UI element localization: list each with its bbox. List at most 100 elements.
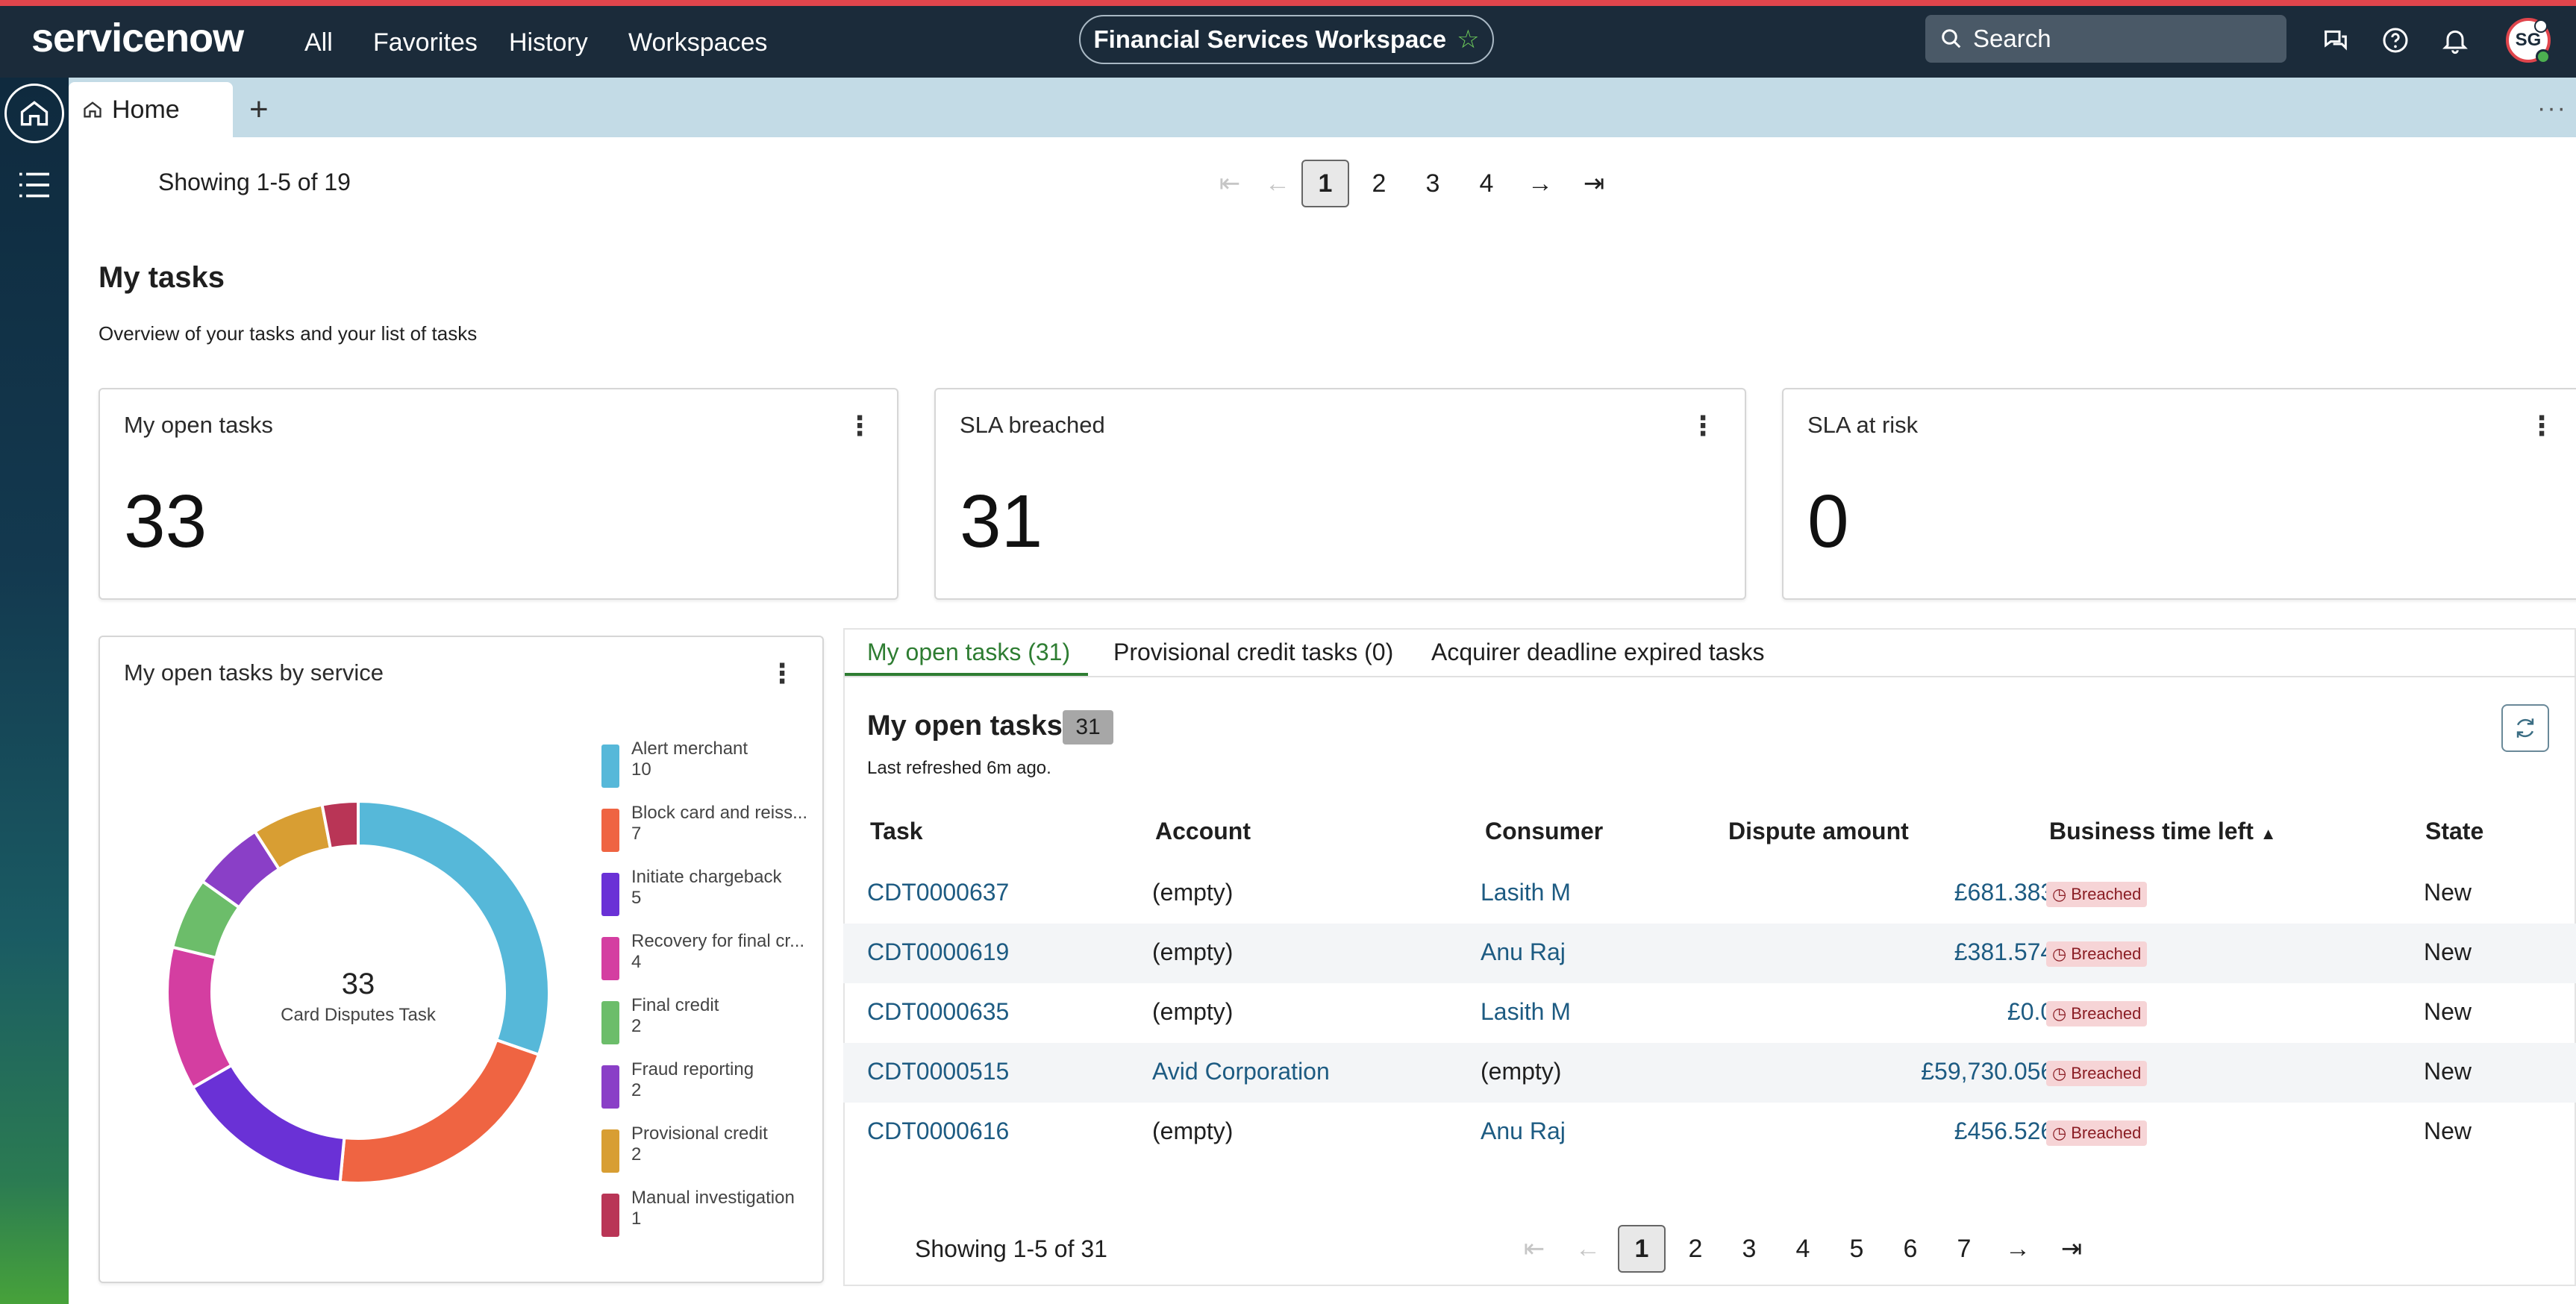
page-1[interactable]: 1 <box>1618 1225 1666 1273</box>
legend-item[interactable]: Initiate chargeback 5 <box>601 867 807 931</box>
nav-workspaces[interactable]: Workspaces <box>628 28 768 57</box>
column-state[interactable]: State <box>2425 818 2484 844</box>
next-page-icon[interactable]: → <box>1528 169 1553 198</box>
task-link[interactable]: CDT0000515 <box>867 1058 1010 1085</box>
card-kebab-icon[interactable]: ⋮ <box>846 410 873 441</box>
legend-item[interactable]: Block card and reiss... 7 <box>601 803 807 867</box>
refresh-icon <box>2516 718 2534 738</box>
page-2[interactable]: 2 <box>1372 169 1387 198</box>
task-link[interactable]: CDT0000616 <box>867 1118 1010 1144</box>
account-link[interactable]: Avid Corporation <box>1152 1058 1330 1085</box>
card-title: SLA at risk <box>1807 412 1919 438</box>
state-cell: New <box>2424 1118 2472 1144</box>
page-2[interactable]: 2 <box>1688 1234 1703 1263</box>
nav-all[interactable]: All <box>304 28 333 57</box>
tab-acquirer-deadline[interactable]: Acquirer deadline expired tasks <box>1431 639 1765 665</box>
page-7[interactable]: 7 <box>1957 1234 1972 1263</box>
table-row[interactable]: CDT0000515 Avid Corporation (empty) £59,… <box>843 1043 2576 1103</box>
tab-my-open-tasks[interactable]: My open tasks (31) <box>867 639 1071 665</box>
page-4[interactable]: 4 <box>1479 169 1494 198</box>
servicenow-logo[interactable]: servicenow <box>31 16 244 60</box>
card-value: 0 <box>1807 480 1849 563</box>
global-search-input[interactable]: Search <box>1925 15 2286 63</box>
consumer-link[interactable]: Lasith M <box>1481 998 1571 1025</box>
refresh-button[interactable] <box>2501 704 2549 752</box>
next-page-icon[interactable]: → <box>2005 1234 2031 1263</box>
top-pagination: ⇤ ← 1 2 3 4 → ⇥ <box>1206 160 1618 207</box>
donut-center-value: 33 <box>342 968 375 1000</box>
donut-slice[interactable] <box>357 799 551 1057</box>
chat-icon[interactable] <box>2321 25 2351 55</box>
nav-history[interactable]: History <box>509 28 588 57</box>
page-4[interactable]: 4 <box>1795 1234 1810 1263</box>
legend-item[interactable]: Final credit 2 <box>601 995 807 1059</box>
card-kebab-icon[interactable]: ⋮ <box>2528 410 2555 441</box>
task-link[interactable]: CDT0000619 <box>867 938 1010 965</box>
consumer-link[interactable]: Lasith M <box>1481 879 1571 906</box>
star-icon[interactable]: ☆ <box>1457 25 1480 54</box>
workspace-selector[interactable]: Financial Services Workspace ☆ <box>1079 15 1494 64</box>
clock-icon: ◷ <box>2052 1064 2067 1082</box>
column-business-time-left[interactable]: Business time left ▲ <box>2049 818 2277 845</box>
card-kebab-icon[interactable]: ⋮ <box>769 658 795 689</box>
sort-ascending-icon: ▲ <box>2260 824 2277 843</box>
list-menu-icon[interactable] <box>18 170 51 200</box>
legend-item[interactable]: Manual investigation 1 <box>601 1188 807 1252</box>
workspace-name: Financial Services Workspace <box>1093 25 1447 53</box>
page-3[interactable]: 3 <box>1425 169 1440 198</box>
table-row[interactable]: CDT0000616 (empty) Anu Raj £456.5268 ◷ Br… <box>843 1103 2576 1162</box>
first-page-icon[interactable]: ⇤ <box>1219 169 1241 198</box>
nav-favorites[interactable]: Favorites <box>373 28 478 57</box>
tab-home[interactable]: Home <box>69 82 233 137</box>
legend-item[interactable]: Alert merchant 10 <box>601 739 807 803</box>
more-options-icon[interactable]: ··· <box>2537 94 2567 122</box>
table-row[interactable]: CDT0000619 (empty) Anu Raj £381.5746 ◷ Br… <box>843 924 2576 983</box>
donut-slice[interactable] <box>166 945 234 1090</box>
donut-slice[interactable] <box>320 799 360 850</box>
column-account[interactable]: Account <box>1155 818 1251 844</box>
table-row[interactable]: CDT0000637 (empty) Lasith M £681.3833 ◷ B… <box>843 864 2576 924</box>
column-task[interactable]: Task <box>870 818 923 844</box>
table-row[interactable]: CDT0000635 (empty) Lasith M £0.00 ◷ Breac… <box>843 983 2576 1043</box>
legend-item[interactable]: Provisional credit 2 <box>601 1123 807 1188</box>
bottom-pagination: ⇤ ← 1 2 3 4 5 6 7 → ⇥ <box>1510 1225 2095 1273</box>
consumer-link[interactable]: Anu Raj <box>1481 938 1566 965</box>
first-page-icon[interactable]: ⇤ <box>1523 1235 1545 1263</box>
card-sla-at-risk[interactable]: SLA at risk ⋮ 0 <box>1782 388 2576 600</box>
rail-home-button[interactable] <box>4 84 64 143</box>
donut-chart[interactable]: 33 Card Disputes Task <box>164 798 552 1186</box>
page-5[interactable]: 5 <box>1849 1234 1864 1263</box>
prev-page-icon[interactable]: ← <box>1575 1234 1601 1263</box>
last-page-icon[interactable]: ⇥ <box>1583 169 1605 198</box>
task-link[interactable]: CDT0000635 <box>867 998 1010 1025</box>
page-3[interactable]: 3 <box>1742 1234 1757 1263</box>
column-dispute-amount[interactable]: Dispute amount <box>1728 818 1909 844</box>
notification-bell-icon[interactable] <box>2440 25 2470 55</box>
card-title: SLA breached <box>960 412 1105 438</box>
page-1[interactable]: 1 <box>1301 160 1349 207</box>
consumer-link[interactable]: Anu Raj <box>1481 1118 1566 1144</box>
prev-page-icon[interactable]: ← <box>1265 169 1290 198</box>
tab-provisional-credit[interactable]: Provisional credit tasks (0) <box>1113 639 1394 665</box>
add-tab-button[interactable]: + <box>249 91 269 128</box>
tabs-divider <box>843 676 2576 677</box>
legend-item[interactable]: Recovery for final cr... 4 <box>601 931 807 995</box>
card-kebab-icon[interactable]: ⋮ <box>1689 410 1716 441</box>
card-my-open-tasks[interactable]: My open tasks ⋮ 33 <box>99 388 898 600</box>
task-link[interactable]: CDT0000637 <box>867 879 1010 906</box>
badge-text: Breached <box>2071 1064 2142 1082</box>
last-page-icon[interactable]: ⇥ <box>2060 1235 2083 1263</box>
avatar-badge <box>2534 19 2548 33</box>
legend-label: Initiate chargeback <box>631 867 782 887</box>
card-sla-breached[interactable]: SLA breached ⋮ 31 <box>934 388 1746 600</box>
legend-value: 10 <box>631 759 651 780</box>
amount-link[interactable]: £59,730.0565 <box>1921 1058 2067 1085</box>
legend-value: 2 <box>631 1144 642 1164</box>
column-consumer[interactable]: Consumer <box>1485 818 1604 844</box>
legend-item[interactable]: Fraud reporting 2 <box>601 1059 807 1123</box>
page-6[interactable]: 6 <box>1903 1234 1918 1263</box>
donut-slice[interactable] <box>338 1038 541 1185</box>
legend-value: 7 <box>631 824 642 844</box>
donut-slice[interactable] <box>190 1063 346 1185</box>
help-icon[interactable] <box>2380 25 2410 55</box>
